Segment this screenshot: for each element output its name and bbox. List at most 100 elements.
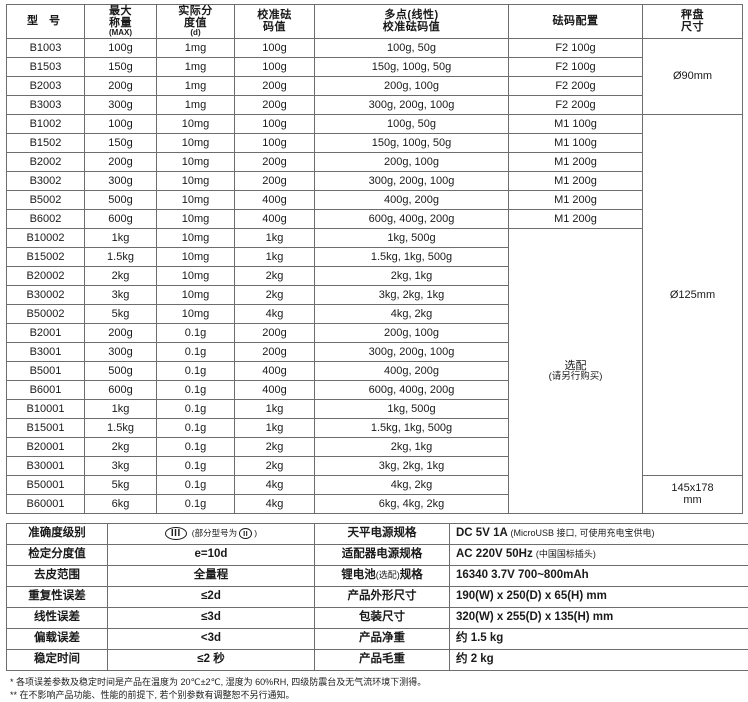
spec-label-right-text: 天平电源规格 (348, 527, 417, 539)
accuracy-class-oval-icon: III (165, 527, 187, 540)
cell-model: B5002 (7, 190, 85, 209)
cell-pan-size-90: Ø90mm (643, 38, 743, 114)
cell-calibration-weight: 400g (235, 380, 315, 399)
column-header-weight-configuration: 砝码配置 (509, 5, 643, 39)
cell-division: 10mg (157, 266, 235, 285)
cell-max-capacity: 300g (85, 95, 157, 114)
column-header-max-unit: (MAX) (85, 29, 156, 38)
cell-multipoint-calibration: 150g, 100g, 50g (315, 57, 509, 76)
spec-label-right-text: 包装尺寸 (359, 611, 405, 623)
cell-division: 0.1g (157, 323, 235, 342)
cell-weight-configuration: M1 100g (509, 133, 643, 152)
cell-model: B1002 (7, 114, 85, 133)
cell-calibration-weight: 1kg (235, 418, 315, 437)
cell-division: 0.1g (157, 399, 235, 418)
column-header-division-line1: 实际分 (157, 5, 234, 17)
spec-label-right-tail: 规格 (400, 569, 423, 581)
cell-model: B3001 (7, 342, 85, 361)
cell-multipoint-calibration: 400g, 200g (315, 190, 509, 209)
cell-max-capacity: 200g (85, 152, 157, 171)
cell-model: B60001 (7, 494, 85, 513)
table-header: 型 号 最大 称量 (MAX) 实际分 度值 (d) 校准砝 码值 多点(线 (7, 5, 743, 39)
cell-model: B10001 (7, 399, 85, 418)
cell-division: 0.1g (157, 437, 235, 456)
column-header-multipoint-line1: 多点(线性) (315, 9, 508, 21)
footnote-1: * 各项误差参数及稳定时间是产品在温度为 20℃±2℃, 湿度为 60%RH, … (10, 676, 742, 689)
cell-division: 10mg (157, 285, 235, 304)
cell-division: 10mg (157, 114, 235, 133)
spec-label-right-text: 锂电池 (341, 569, 376, 581)
cell-max-capacity: 1.5kg (85, 418, 157, 437)
cell-multipoint-calibration: 300g, 200g, 100g (315, 342, 509, 361)
cell-multipoint-calibration: 1.5kg, 1kg, 500g (315, 247, 509, 266)
cell-multipoint-calibration: 1kg, 500g (315, 228, 509, 247)
cell-model: B15002 (7, 247, 85, 266)
spec-value-right-text: 16340 3.7V 700~800mAh (456, 569, 589, 581)
cell-division: 0.1g (157, 361, 235, 380)
cell-weight-configuration: M1 200g (509, 190, 643, 209)
cell-multipoint-calibration: 2kg, 1kg (315, 266, 509, 285)
column-header-pan-line1: 秤盘 (643, 9, 742, 21)
cell-model: B2002 (7, 152, 85, 171)
column-header-pan-line2: 尺寸 (643, 21, 742, 33)
spec-label-right: 产品净重 (315, 628, 450, 649)
cell-multipoint-calibration: 200g, 100g (315, 323, 509, 342)
column-header-model: 型 号 (7, 5, 85, 39)
cell-calibration-weight: 200g (235, 95, 315, 114)
column-header-division: 实际分 度值 (d) (157, 5, 235, 39)
model-spec-table: 型 号 最大 称量 (MAX) 实际分 度值 (d) 校准砝 码值 多点(线 (6, 4, 743, 514)
cell-division: 10mg (157, 171, 235, 190)
column-header-division-unit: (d) (157, 29, 234, 38)
cell-multipoint-calibration: 150g, 100g, 50g (315, 133, 509, 152)
cell-division: 10mg (157, 228, 235, 247)
cell-multipoint-calibration: 300g, 200g, 100g (315, 171, 509, 190)
cell-weight-configuration: F2 200g (509, 95, 643, 114)
cell-division: 1mg (157, 38, 235, 57)
cell-division: 10mg (157, 133, 235, 152)
spec-label-right: 适配器电源规格 (315, 544, 450, 565)
cell-max-capacity: 300g (85, 171, 157, 190)
spec-value-left: e=10d (108, 544, 315, 565)
column-header-calibration-line1: 校准砝 (235, 9, 314, 21)
cell-division: 0.1g (157, 342, 235, 361)
spec-value-right-note: (MicroUSB 接口, 可使用充电宝供电) (511, 528, 655, 538)
accuracy-class-oval-secondary-icon: II (239, 528, 252, 539)
cell-weight-configuration: M1 100g (509, 114, 643, 133)
cell-division: 10mg (157, 152, 235, 171)
accuracy-class-note-suffix: ) (254, 529, 257, 539)
spec-label-right-text: 产品外形尺寸 (348, 590, 417, 602)
column-header-calibration-line2: 码值 (235, 21, 314, 33)
spec-value-right: 190(W) x 250(D) x 65(H) mm (450, 586, 748, 607)
spec-label-right-text: 产品净重 (359, 632, 405, 644)
cell-weight-configuration: M1 200g (509, 171, 643, 190)
cell-calibration-weight: 2kg (235, 285, 315, 304)
cell-max-capacity: 2kg (85, 437, 157, 456)
cell-weight-configuration: M1 200g (509, 209, 643, 228)
cell-max-capacity: 600g (85, 209, 157, 228)
cell-model: B20002 (7, 266, 85, 285)
cell-multipoint-calibration: 1.5kg, 1kg, 500g (315, 418, 509, 437)
cell-calibration-weight: 1kg (235, 247, 315, 266)
cell-calibration-weight: 100g (235, 133, 315, 152)
cell-calibration-weight: 100g (235, 57, 315, 76)
cell-calibration-weight: 400g (235, 361, 315, 380)
cell-max-capacity: 300g (85, 342, 157, 361)
cell-max-capacity: 3kg (85, 456, 157, 475)
spec-label-left: 检定分度值 (7, 544, 108, 565)
cell-weight-configuration: F2 200g (509, 76, 643, 95)
cell-max-capacity: 5kg (85, 304, 157, 323)
cell-multipoint-calibration: 4kg, 2kg (315, 304, 509, 323)
cell-model: B30002 (7, 285, 85, 304)
